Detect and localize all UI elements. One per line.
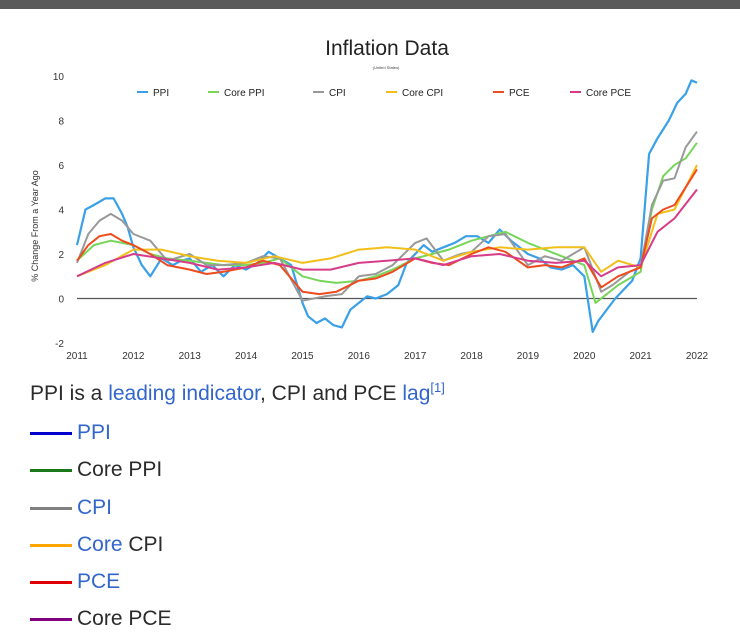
series-line-core-ppi	[76, 142, 698, 304]
lag-link[interactable]: lag	[402, 382, 431, 405]
key-swatch	[30, 506, 72, 510]
chart-title: Inflation Data	[325, 37, 449, 60]
key-label: PCE	[77, 569, 120, 595]
series-line-cpi	[76, 131, 698, 302]
key-text: CPI	[122, 532, 164, 556]
key-label: PPI	[77, 420, 111, 446]
legend-label: CPI	[329, 88, 346, 99]
series-line-ppi	[75, 79, 698, 333]
x-tick-label: 2021	[630, 351, 653, 362]
key-link[interactable]: Core	[77, 532, 123, 556]
x-tick-label: 2015	[291, 351, 314, 362]
caption-prefix: PPI is a	[30, 382, 109, 405]
y-tick-label: 0	[58, 295, 64, 306]
key-swatch	[30, 469, 72, 473]
series-line-core-cpi	[76, 164, 698, 278]
key-link[interactable]: PPI	[77, 421, 111, 444]
y-tick-label: 4	[58, 206, 64, 217]
key-label: Core CPI	[77, 532, 163, 558]
chart-caption: PPI is a leading indicator, CPI and PCE …	[30, 380, 445, 406]
legend-label: Core CPI	[402, 88, 443, 99]
legend-label: Core PPI	[224, 88, 265, 99]
inflation-chart: Inflation Data (United States) % Change …	[30, 37, 709, 362]
chart-legend: PPI Core PPI CPI Core CPI PCE Core PCE	[137, 88, 631, 99]
series-line-core-pce	[76, 188, 698, 278]
key-label: Core PCE	[77, 606, 172, 632]
legend-label: PCE	[509, 88, 530, 99]
chart-axes: -2 0 2 4 6 8 10 2011 2012 2013 2014 2015 2016 2017 201…	[53, 72, 709, 362]
y-tick-label: 10	[53, 72, 65, 83]
x-tick-label: 2019	[517, 351, 540, 362]
y-tick-label: 8	[58, 117, 64, 128]
legend-label: PPI	[153, 88, 169, 99]
key-swatch	[30, 581, 72, 585]
key-text: Core PCE	[77, 607, 172, 631]
y-tick-label: -2	[55, 339, 64, 350]
key-label: CPI	[77, 495, 112, 521]
key-link[interactable]: PCE	[77, 570, 121, 594]
key-swatch	[30, 543, 72, 547]
legend-label: Core PCE	[586, 88, 631, 99]
y-tick-label: 2	[58, 250, 64, 261]
x-tick-label: 2011	[66, 351, 88, 362]
key-label: Core PPI	[77, 457, 162, 483]
x-tick-label: 2016	[348, 351, 371, 362]
key-text: Core PPI	[77, 458, 163, 482]
x-tick-label: 2022	[686, 351, 709, 362]
chart-subtitle: (United States)	[373, 65, 400, 70]
key-link[interactable]: CPI	[77, 495, 113, 519]
key-swatch	[30, 432, 72, 435]
series-line-pce	[76, 168, 698, 296]
leading-indicator-link[interactable]: leading indicator	[108, 382, 260, 405]
key-swatch	[30, 618, 72, 622]
x-tick-label: 2012	[122, 351, 145, 362]
x-tick-label: 2017	[404, 351, 427, 362]
caption-middle: , CPI and PCE	[259, 382, 403, 405]
y-tick-label: 6	[58, 161, 64, 172]
x-tick-label: 2014	[235, 351, 258, 362]
x-tick-label: 2013	[179, 351, 202, 362]
x-tick-label: 2018	[460, 351, 483, 362]
chart-series	[75, 79, 698, 333]
top-bar	[0, 0, 740, 9]
y-axis-label: % Change From a Year Ago	[30, 170, 40, 282]
citation-link[interactable]: [1]	[430, 380, 445, 395]
x-tick-label: 2020	[573, 351, 596, 362]
